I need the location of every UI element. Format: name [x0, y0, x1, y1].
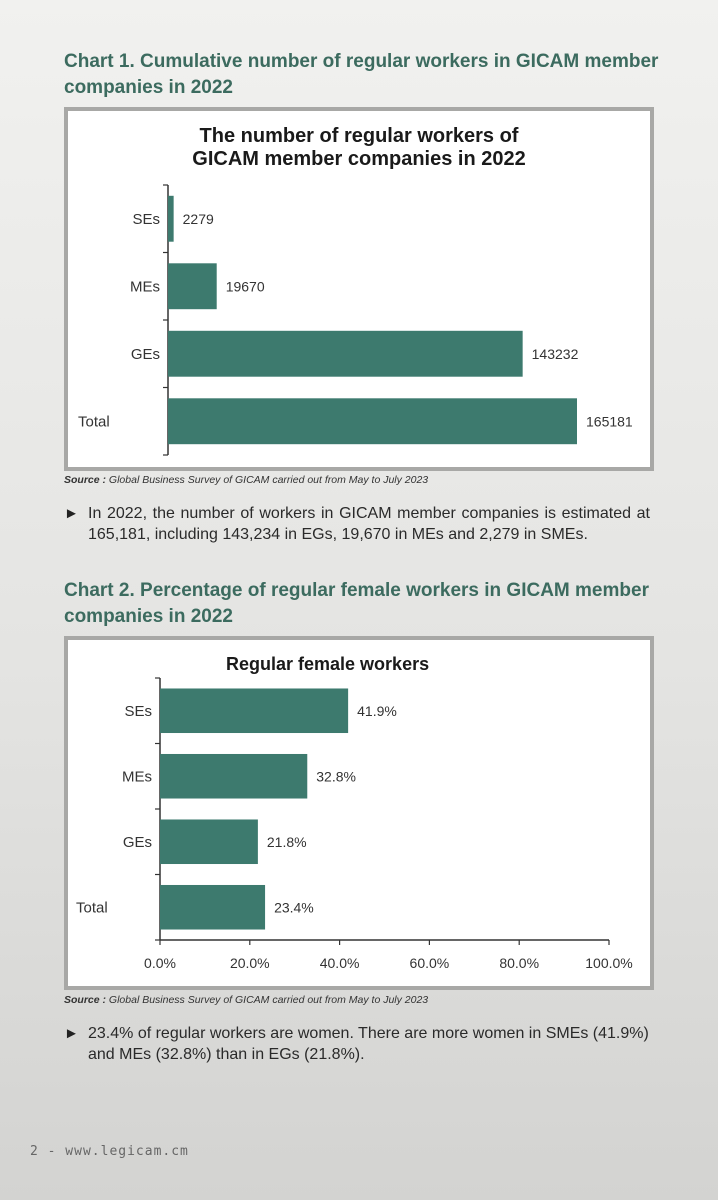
category-label-total: Total: [78, 413, 110, 430]
chart2-plot: SEs 41.9% MEs 32.8% GEs 21.8% Total 23.4% 0.0% 20…: [76, 677, 633, 971]
bar-ses: [160, 688, 349, 734]
data-label-ses: 2279: [183, 211, 214, 227]
chart1-title-line2: GICAM member companies in 2022: [192, 148, 526, 170]
chart1-bullet-text: In 2022, the number of workers in GICAM …: [88, 505, 650, 543]
x-tick-label: 60.0%: [410, 955, 450, 971]
bar-mes: [160, 753, 308, 799]
data-label-ges: 143232: [532, 346, 579, 362]
chart2-source: Source : Global Business Survey of GICAM…: [64, 994, 429, 1006]
chart2-bullet: ► 23.4% of regular workers are women. Th…: [64, 1023, 650, 1065]
x-tick-label: 100.0%: [585, 955, 632, 971]
category-label-ses: SEs: [124, 703, 152, 720]
x-tick-label: 40.0%: [320, 955, 360, 971]
x-tick-label: 0.0%: [144, 955, 176, 971]
chart2-heading: Chart 2. Percentage of regular female wo…: [64, 580, 649, 627]
chart1-title: The number of regular workers of GICAM m…: [68, 125, 650, 171]
data-label-total: 23.4%: [274, 899, 314, 915]
category-label-ses: SEs: [132, 211, 160, 228]
data-label-total: 165181: [586, 413, 633, 429]
chart2-bullet-text: 23.4% of regular workers are women. Ther…: [88, 1025, 649, 1063]
data-label-ses: 41.9%: [357, 703, 397, 719]
x-tick-label: 20.0%: [230, 955, 270, 971]
category-label-mes: MEs: [122, 768, 152, 785]
bullet-arrow-icon: ►: [64, 1025, 79, 1042]
x-tick-label: 80.0%: [499, 955, 539, 971]
bar-ges: [160, 819, 258, 865]
chart1-plot: SEs 2279 MEs 19670 GEs 143232 Total 165181: [78, 184, 633, 456]
bar-total: [160, 884, 266, 930]
category-label-mes: MEs: [130, 278, 160, 295]
bar-total: [168, 398, 577, 445]
chart1-title-line1: The number of regular workers of: [199, 125, 519, 147]
data-label-mes: 32.8%: [316, 768, 356, 784]
chart1-heading: Chart 1. Cumulative number of regular wo…: [64, 51, 659, 98]
category-label-ges: GEs: [123, 834, 152, 851]
bullet-arrow-icon: ►: [64, 505, 79, 522]
page-footer: 2 - www.legicam.cm: [30, 1144, 189, 1159]
chart2-frame: Regular female workers SEs 41.9% MEs 32.8% G…: [64, 636, 654, 990]
category-label-total: Total: [76, 899, 108, 916]
category-label-ges: GEs: [131, 346, 160, 363]
bar-ses: [168, 195, 174, 242]
bar-ges: [168, 330, 523, 377]
chart2-title: Regular female workers: [226, 654, 430, 674]
data-label-mes: 19670: [226, 278, 265, 294]
chart1-frame: The number of regular workers of GICAM m…: [64, 107, 654, 471]
chart1-source: Source : Global Business Survey of GICAM…: [64, 474, 429, 486]
chart1-bullet: ► In 2022, the number of workers in GICA…: [64, 503, 650, 545]
data-label-ges: 21.8%: [267, 834, 307, 850]
bar-mes: [168, 263, 217, 310]
